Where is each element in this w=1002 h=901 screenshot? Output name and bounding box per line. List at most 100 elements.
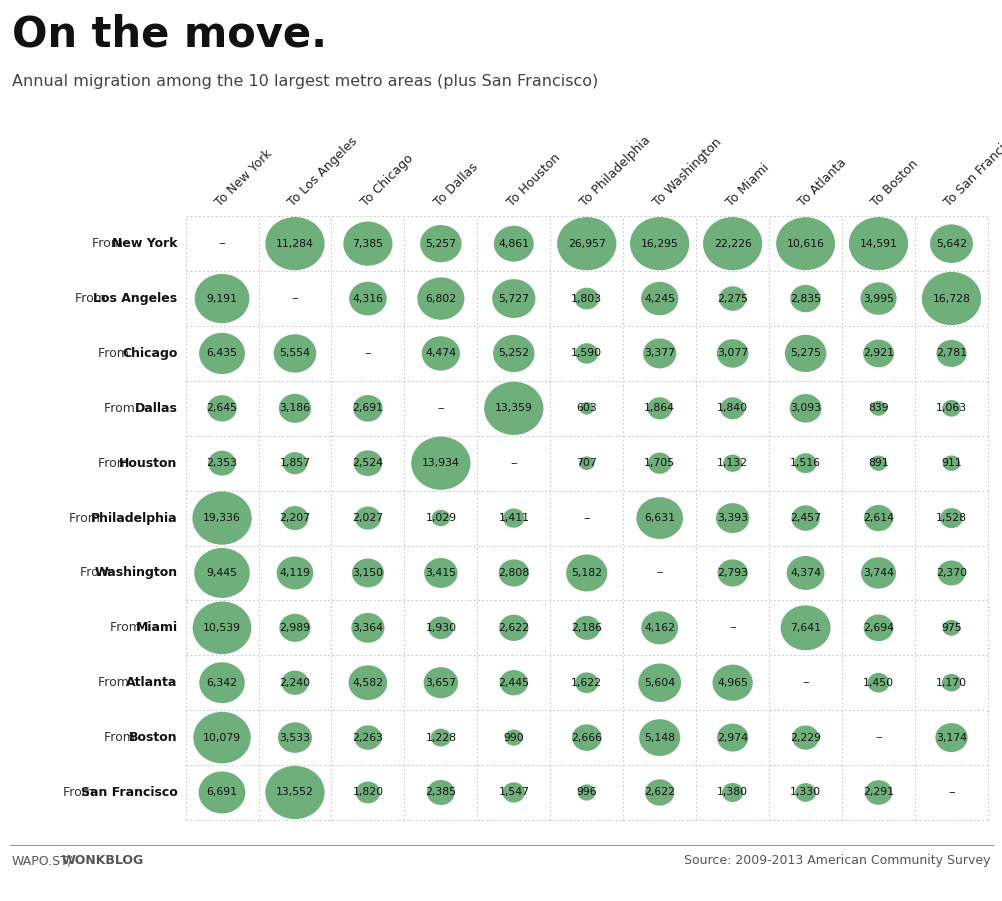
Text: 1,590: 1,590 <box>570 349 602 359</box>
Circle shape <box>573 615 599 640</box>
Text: From: From <box>74 292 109 305</box>
Text: To Washington: To Washington <box>650 136 723 209</box>
Circle shape <box>423 667 458 698</box>
Text: 3,150: 3,150 <box>352 568 383 578</box>
Text: 1,228: 1,228 <box>425 733 456 742</box>
Circle shape <box>354 725 381 750</box>
Circle shape <box>431 729 451 747</box>
Text: 2,666: 2,666 <box>571 733 601 742</box>
Text: 1,857: 1,857 <box>280 459 311 469</box>
Circle shape <box>721 783 742 802</box>
Text: 2,921: 2,921 <box>862 349 893 359</box>
Circle shape <box>278 723 312 753</box>
Text: 891: 891 <box>868 459 888 469</box>
Text: 2,186: 2,186 <box>571 623 601 633</box>
Circle shape <box>498 560 528 587</box>
Text: 5,182: 5,182 <box>571 568 601 578</box>
Text: 990: 990 <box>503 733 524 742</box>
Text: 5,275: 5,275 <box>790 349 821 359</box>
Text: 3,186: 3,186 <box>280 404 311 414</box>
Text: –: – <box>365 347 371 359</box>
Text: 2,263: 2,263 <box>352 733 383 742</box>
Text: –: – <box>655 567 662 579</box>
Text: From: From <box>69 512 103 524</box>
Text: 3,995: 3,995 <box>862 294 893 304</box>
Circle shape <box>780 605 830 651</box>
Text: 10,616: 10,616 <box>786 239 824 249</box>
Text: 4,119: 4,119 <box>280 568 311 578</box>
Text: To Los Angeles: To Los Angeles <box>286 135 360 209</box>
Text: 2,793: 2,793 <box>716 568 747 578</box>
Text: 2,524: 2,524 <box>352 459 383 469</box>
Text: –: – <box>218 237 225 250</box>
Circle shape <box>790 285 820 313</box>
Text: 3,657: 3,657 <box>425 678 456 687</box>
Text: To Dallas: To Dallas <box>431 160 480 209</box>
Text: 1,029: 1,029 <box>425 513 456 523</box>
Text: On the move.: On the move. <box>12 14 327 56</box>
Circle shape <box>715 503 748 533</box>
Circle shape <box>644 779 673 805</box>
Circle shape <box>343 222 392 266</box>
Circle shape <box>282 506 308 530</box>
Text: 2,989: 2,989 <box>280 623 311 633</box>
Circle shape <box>719 397 744 419</box>
Circle shape <box>937 560 965 586</box>
Circle shape <box>939 508 962 528</box>
Text: 7,385: 7,385 <box>352 239 383 249</box>
Circle shape <box>279 394 311 423</box>
Text: 4,582: 4,582 <box>352 678 383 687</box>
Text: To Boston: To Boston <box>869 157 920 209</box>
Text: 2,291: 2,291 <box>862 787 893 797</box>
Text: From: From <box>103 731 138 744</box>
Text: 2,457: 2,457 <box>790 513 821 523</box>
Text: 2,691: 2,691 <box>352 404 383 414</box>
Text: 14,591: 14,591 <box>859 239 897 249</box>
Text: 2,622: 2,622 <box>498 623 529 633</box>
Text: WAPO.ST/: WAPO.ST/ <box>12 854 73 867</box>
Circle shape <box>424 558 457 588</box>
Circle shape <box>794 453 816 473</box>
Circle shape <box>863 340 893 368</box>
Circle shape <box>791 505 819 531</box>
Text: From: From <box>98 457 132 469</box>
Text: From: From <box>92 237 127 250</box>
Text: 2,614: 2,614 <box>862 513 893 523</box>
Circle shape <box>718 287 745 311</box>
Circle shape <box>642 339 675 369</box>
Text: 3,533: 3,533 <box>280 733 311 742</box>
Text: 3,393: 3,393 <box>716 513 747 523</box>
Circle shape <box>277 557 313 589</box>
Text: –: – <box>875 731 881 744</box>
Text: 19,336: 19,336 <box>202 513 240 523</box>
Circle shape <box>716 339 747 368</box>
Text: Boston: Boston <box>129 731 177 744</box>
Text: To Philadelphia: To Philadelphia <box>577 133 652 209</box>
Text: 1,170: 1,170 <box>935 678 966 687</box>
Circle shape <box>848 217 907 270</box>
Circle shape <box>421 336 460 370</box>
Circle shape <box>199 332 244 374</box>
Text: 6,631: 6,631 <box>643 513 674 523</box>
Text: 26,957: 26,957 <box>567 239 605 249</box>
Circle shape <box>194 274 249 323</box>
Text: –: – <box>947 786 954 799</box>
Circle shape <box>356 781 380 804</box>
Circle shape <box>428 616 453 639</box>
Circle shape <box>860 282 896 314</box>
Circle shape <box>795 783 816 802</box>
Text: Chicago: Chicago <box>122 347 177 359</box>
Text: –: – <box>292 292 298 305</box>
Circle shape <box>575 672 597 693</box>
Text: 5,252: 5,252 <box>498 349 529 359</box>
Text: 2,835: 2,835 <box>790 294 821 304</box>
Circle shape <box>869 456 886 471</box>
Circle shape <box>417 278 464 320</box>
Circle shape <box>863 614 893 642</box>
Circle shape <box>935 724 967 752</box>
Text: 2,207: 2,207 <box>280 513 311 523</box>
Text: 2,694: 2,694 <box>862 623 893 633</box>
Text: 13,552: 13,552 <box>276 787 314 797</box>
Text: 1,840: 1,840 <box>716 404 747 414</box>
Circle shape <box>575 343 597 364</box>
